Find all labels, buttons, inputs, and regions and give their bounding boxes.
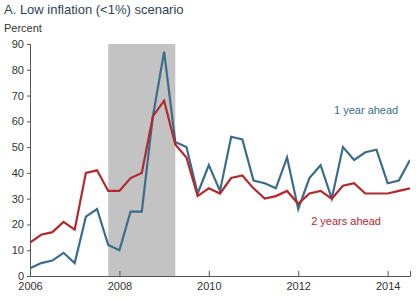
y-tick-label: 10 xyxy=(12,244,24,256)
y-tick: 50 xyxy=(12,141,30,153)
x-tick-mark xyxy=(119,271,120,276)
y-tick: 30 xyxy=(12,193,30,205)
title: A. Low inflation (<1%) scenario xyxy=(4,2,184,17)
y-tick-label: 80 xyxy=(12,64,24,76)
x-tick-label: 2012 xyxy=(286,280,310,292)
y-tick: 60 xyxy=(12,115,30,127)
series-label: 2 years ahead xyxy=(311,215,381,227)
y-tick-mark xyxy=(27,250,30,251)
chart: A. Low inflation (<1%) scenario Percent 20… xyxy=(0,0,420,300)
y-tick-label: 70 xyxy=(12,90,24,102)
x-tick-label: 2010 xyxy=(197,280,221,292)
y-tick: 90 xyxy=(12,38,30,50)
x-tick: 2014 xyxy=(376,271,400,292)
y-tick-mark xyxy=(27,276,30,277)
y-tick: 80 xyxy=(12,64,30,76)
shaded-region xyxy=(108,44,175,276)
x-tick-label: 2008 xyxy=(108,280,132,292)
series-line xyxy=(30,101,410,243)
y-tick-mark xyxy=(27,224,30,225)
y-tick-label: 40 xyxy=(12,167,24,179)
y-tick-label: 0 xyxy=(18,270,24,282)
x-tick: 2012 xyxy=(286,271,310,292)
y-tick-label: 50 xyxy=(12,141,24,153)
x-axis: 20062008201020122014 xyxy=(18,271,410,292)
y-tick: 20 xyxy=(12,218,30,230)
y-tick-mark xyxy=(27,44,30,45)
plot-area xyxy=(30,44,410,276)
y-tick-mark xyxy=(27,199,30,200)
x-tick-mark xyxy=(388,271,389,276)
series-line xyxy=(30,52,410,269)
y-tick-mark xyxy=(27,96,30,97)
y-label: Percent xyxy=(4,22,42,34)
x-axis-line xyxy=(31,271,411,277)
series-label: 1 year ahead xyxy=(334,104,398,116)
y-tick-mark xyxy=(27,70,30,71)
x-tick: 2008 xyxy=(108,271,132,292)
y-tick-label: 20 xyxy=(12,218,24,230)
x-tick-label: 2014 xyxy=(376,280,400,292)
y-tick: 70 xyxy=(12,90,30,102)
y-tick-label: 60 xyxy=(12,115,24,127)
y-axis: 0 10 20 30 40 50 60 70 80 90 xyxy=(12,38,31,282)
y-tick-mark xyxy=(27,147,30,148)
y-axis-line xyxy=(27,45,31,277)
x-tick-mark xyxy=(298,271,299,276)
y-tick: 10 xyxy=(12,244,30,256)
y-tick-mark xyxy=(27,173,30,174)
x-tick-mark xyxy=(209,271,210,276)
y-tick-label: 30 xyxy=(12,193,24,205)
y-tick-label: 90 xyxy=(12,38,24,50)
y-tick: 0 xyxy=(18,270,30,282)
y-tick: 40 xyxy=(12,167,30,179)
x-tick: 2010 xyxy=(197,271,221,292)
y-tick-mark xyxy=(27,121,30,122)
